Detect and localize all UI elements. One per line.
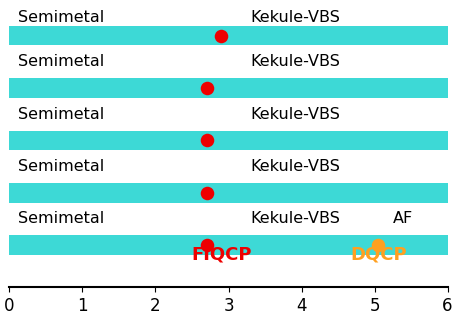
Bar bbox=[10, 26, 447, 45]
Text: DQCP: DQCP bbox=[350, 245, 407, 263]
Text: Kekule-VBS: Kekule-VBS bbox=[250, 107, 340, 122]
Point bbox=[375, 243, 382, 248]
Bar bbox=[10, 183, 447, 203]
Text: Semimetal: Semimetal bbox=[18, 10, 105, 25]
Point bbox=[203, 85, 210, 91]
Bar bbox=[10, 235, 447, 255]
Text: AF: AF bbox=[393, 211, 413, 226]
Text: Semimetal: Semimetal bbox=[18, 107, 105, 122]
Bar bbox=[10, 78, 447, 98]
Text: Kekule-VBS: Kekule-VBS bbox=[250, 10, 340, 25]
Text: Kekule-VBS: Kekule-VBS bbox=[250, 159, 340, 174]
Text: FIQCP: FIQCP bbox=[191, 245, 251, 263]
Text: Kekule-VBS: Kekule-VBS bbox=[250, 211, 340, 226]
Bar bbox=[10, 130, 447, 150]
Text: Semimetal: Semimetal bbox=[18, 159, 105, 174]
Text: Kekule-VBS: Kekule-VBS bbox=[250, 54, 340, 69]
Text: Semimetal: Semimetal bbox=[18, 54, 105, 69]
Text: Semimetal: Semimetal bbox=[18, 211, 105, 226]
Point bbox=[203, 243, 210, 248]
Point bbox=[203, 190, 210, 195]
Point bbox=[218, 33, 225, 38]
Point bbox=[203, 138, 210, 143]
